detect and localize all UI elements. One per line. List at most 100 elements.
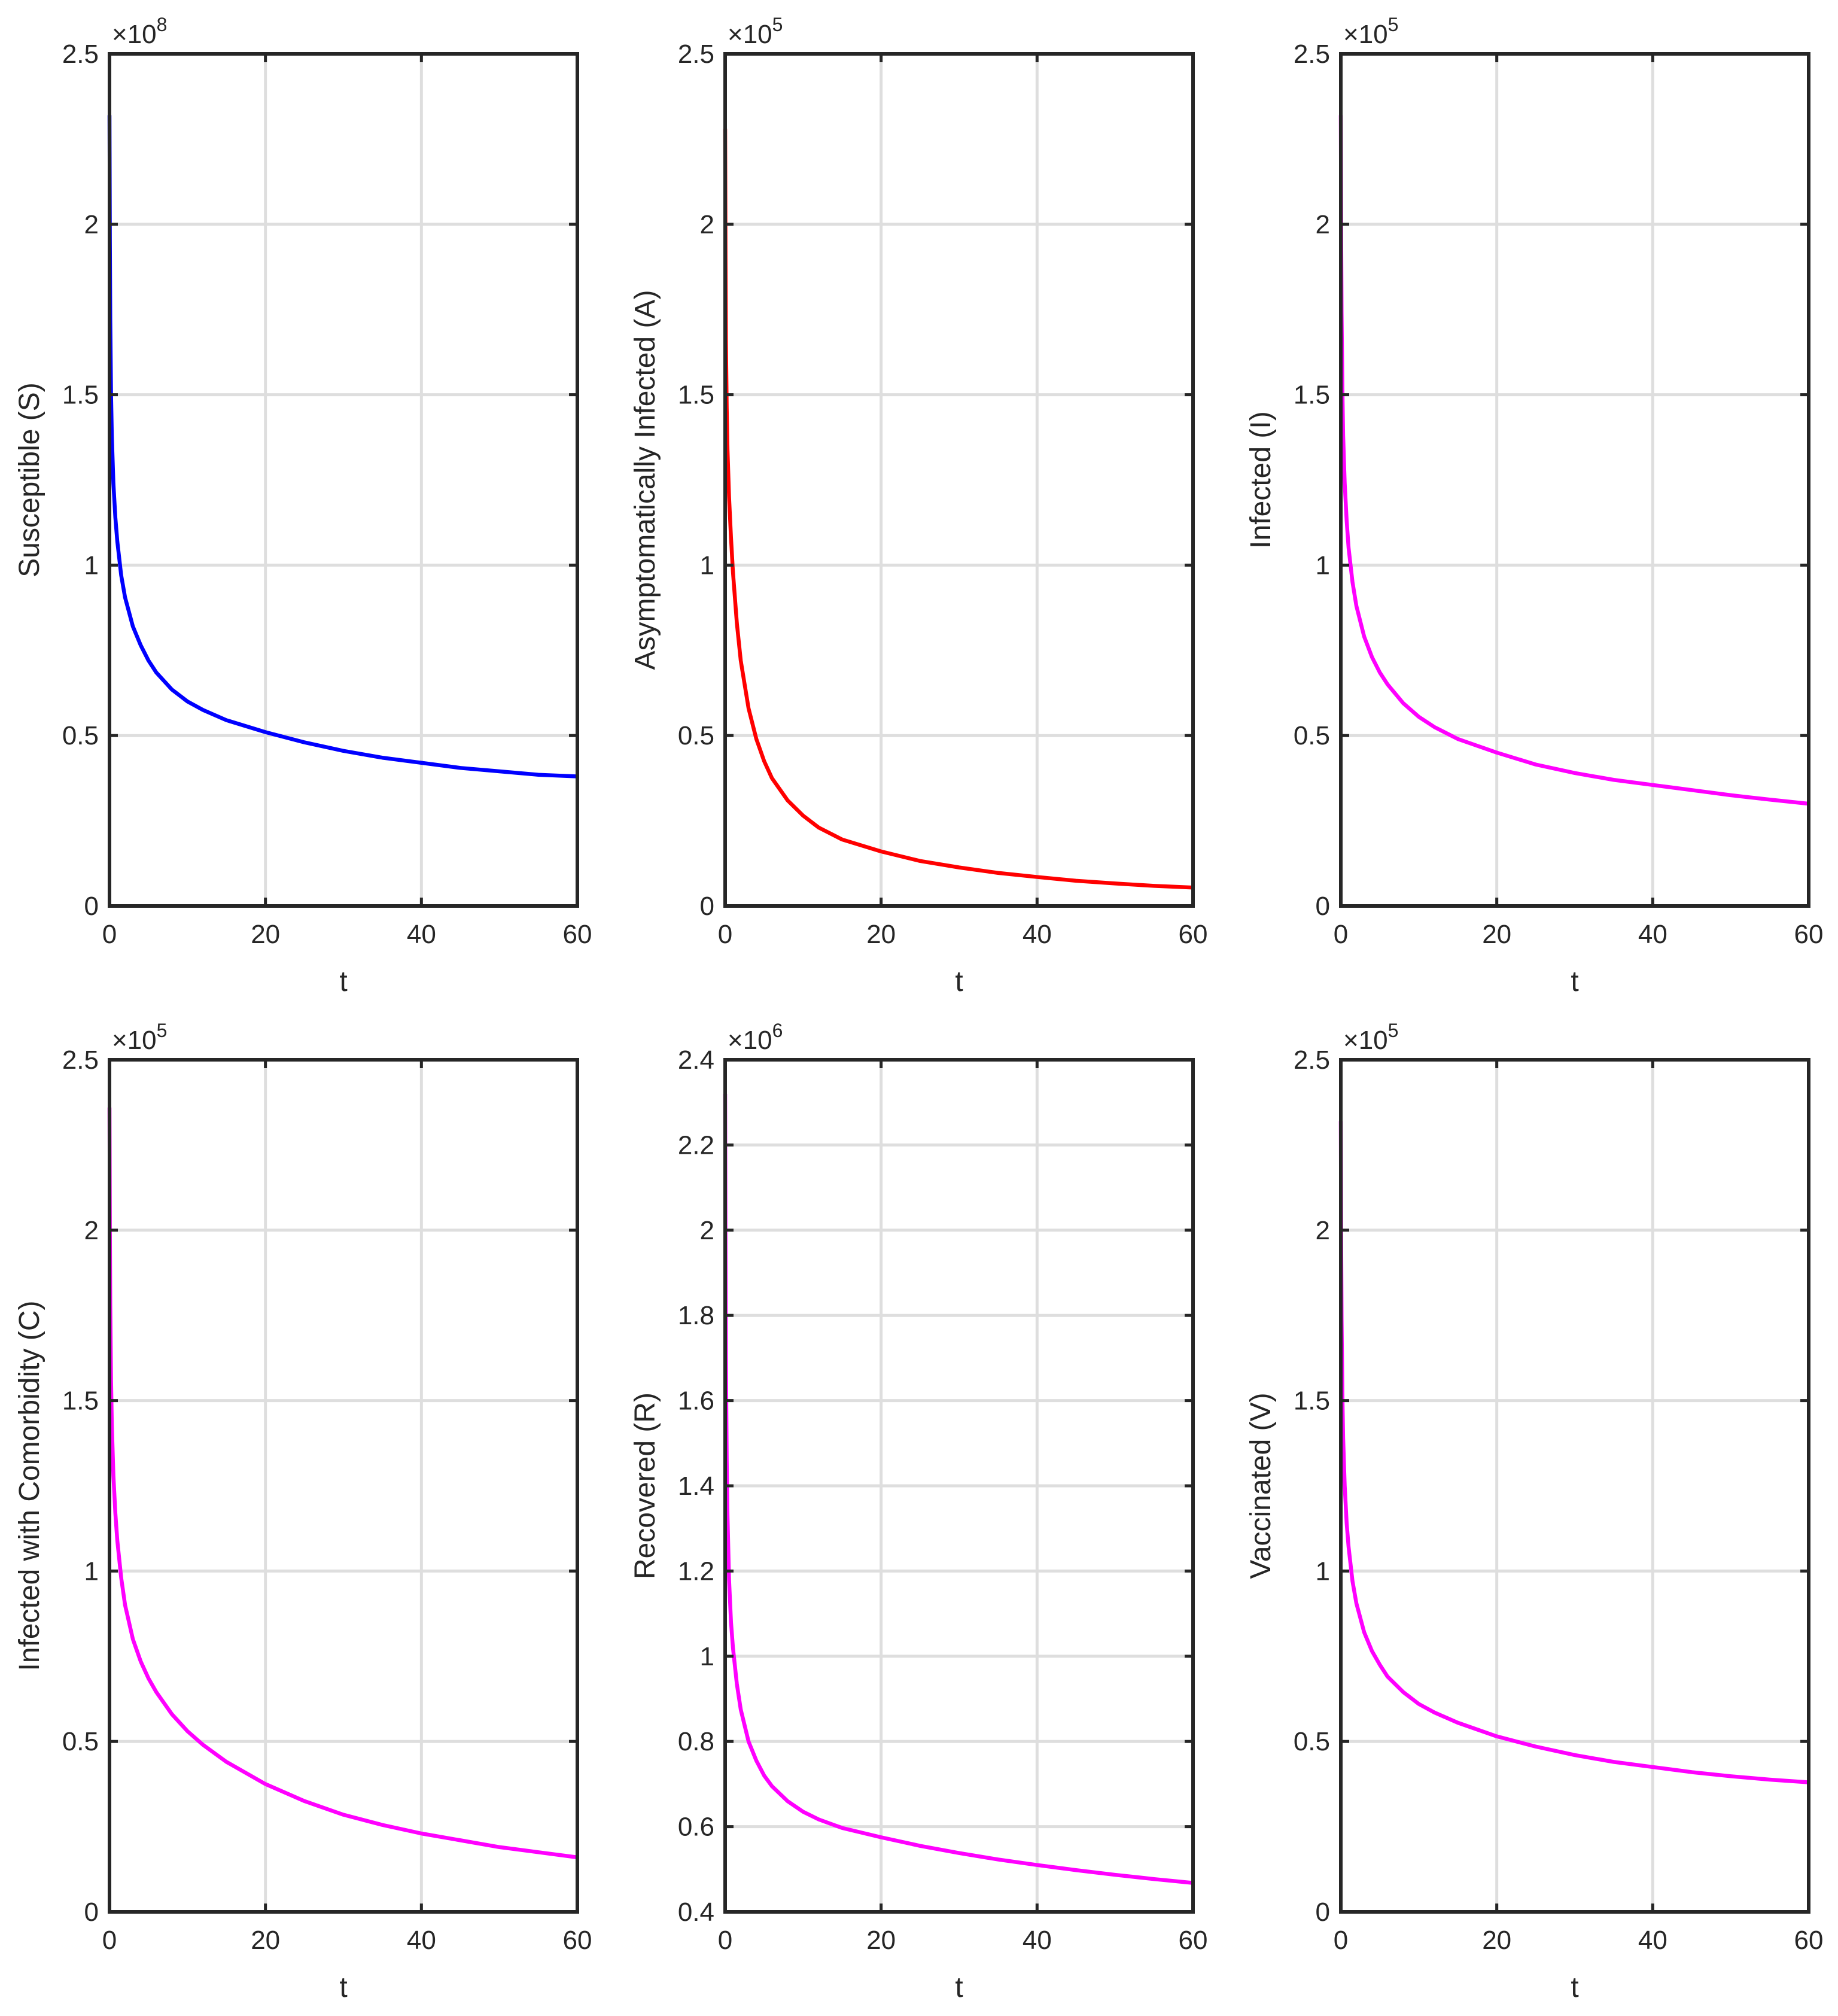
- chart-6-y-axis-label: Vaccinated (V): [1245, 1392, 1277, 1579]
- chart-1-x-tick-label: 20: [251, 920, 280, 949]
- chart-5-x-tick-label: 60: [1179, 1926, 1208, 1955]
- chart-1-y-tick-label: 2.5: [62, 39, 99, 69]
- chart-5-y-tick-label: 2.4: [678, 1045, 714, 1075]
- chart-6-x-tick-label: 40: [1638, 1926, 1667, 1955]
- chart-1: 0 20 40 60 0 0.5 1 1.5 2 2.5 t Susceptible (S) ×108: [14, 14, 592, 998]
- chart-4-y-tick-label: 0.5: [62, 1727, 99, 1756]
- chart-5-y-tick-label: 1.4: [678, 1471, 714, 1501]
- chart-5-y-tick-label: 2.2: [678, 1130, 714, 1160]
- chart-4-y-tick-label: 2: [84, 1216, 99, 1245]
- chart-3-y-tick-label: 1.5: [1294, 381, 1330, 410]
- chart-6: 0 20 40 60 0 0.5 1 1.5 2 2.5 t Vaccinated (V) ×105: [1245, 1020, 1823, 2003]
- chart-4-x-tick-label: 20: [251, 1926, 280, 1955]
- chart-4-x-axis-label: t: [339, 1972, 347, 2003]
- chart-2-y-tick-label: 0: [700, 892, 714, 921]
- chart-5-y-tick-label: 0.8: [678, 1727, 714, 1756]
- chart-4-y-tick-label: 1: [84, 1556, 99, 1586]
- chart-2: 0 20 40 60 0 0.5 1 1.5 2 2.5 t Asymptomatically Inf…: [629, 14, 1207, 998]
- chart-4-x-tick-label: 0: [102, 1926, 117, 1955]
- chart-5-x-tick-label: 40: [1023, 1926, 1052, 1955]
- chart-2-y-tick-label: 2.5: [678, 39, 714, 69]
- chart-3-y-axis-label: Infected (I): [1245, 411, 1277, 548]
- chart-4-series-c-line: [107, 1107, 578, 1860]
- chart-1-axes-frame: [108, 52, 579, 908]
- chart-3-x-tick-label: 20: [1482, 920, 1511, 949]
- chart-2-y-tick-label: 1.5: [678, 381, 714, 410]
- chart-4-axes-frame: [108, 1058, 579, 1914]
- chart-1-y-tick-label: 1: [84, 551, 99, 580]
- chart-5-y-tick-label: 1: [700, 1642, 714, 1671]
- chart-5-y-tick-label: 0.4: [678, 1898, 714, 1927]
- chart-3-x-axis-label: t: [1571, 966, 1578, 998]
- chart-3-y-tick-label: 1: [1316, 551, 1330, 580]
- chart-6-y-tick-label: 1: [1316, 1556, 1330, 1586]
- chart-3: 0 20 40 60 0 0.5 1 1.5 2 2.5 t Infected (I) ×105: [1245, 14, 1823, 998]
- chart-3-series-i-line: [1338, 115, 1809, 806]
- chart-4: 0 20 40 60 0 0.5 1 1.5 2 2.5 t Infected with Comorb…: [14, 1020, 592, 2003]
- chart-1-x-tick-label: 60: [563, 920, 592, 949]
- chart-5-y-multiplier: ×106: [728, 1020, 783, 1055]
- chart-1-y-tick-label: 0.5: [62, 721, 99, 750]
- chart-1-x-axis-label: t: [339, 966, 347, 998]
- chart-4-y-tick-label: 2.5: [62, 1045, 99, 1075]
- chart-2-axes-frame: [723, 52, 1195, 908]
- chart-2-y-axis-label: Asymptomatically Infected (A): [629, 290, 661, 670]
- chart-6-y-tick-label: 0: [1316, 1898, 1330, 1927]
- chart-4-y-tick-label: 0: [84, 1898, 99, 1927]
- chart-1-x-tick-label: 0: [102, 920, 117, 949]
- chart-1-y-tick-label: 2: [84, 210, 99, 239]
- chart-3-y-tick-label: 0.5: [1294, 721, 1330, 750]
- chart-2-x-tick-label: 60: [1179, 920, 1208, 949]
- chart-2-y-tick-label: 2: [700, 210, 714, 239]
- chart-6-series-v-line: [1338, 1121, 1809, 1784]
- chart-3-y-tick-label: 2.5: [1294, 39, 1330, 69]
- chart-6-axes-frame: [1339, 1058, 1810, 1914]
- chart-2-y-tick-label: 1: [700, 551, 714, 580]
- chart-2-y-multiplier: ×105: [728, 14, 783, 49]
- chart-3-x-tick-label: 0: [1334, 920, 1348, 949]
- chart-4-x-tick-label: 60: [563, 1926, 592, 1955]
- chart-6-x-tick-label: 20: [1482, 1926, 1511, 1955]
- chart-3-y-multiplier: ×105: [1343, 14, 1398, 49]
- chart-6-x-axis-label: t: [1571, 1972, 1578, 2003]
- chart-3-y-tick-label: 0: [1316, 892, 1330, 921]
- chart-5-y-tick-label: 1.2: [678, 1556, 714, 1586]
- chart-6-y-tick-label: 2.5: [1294, 1045, 1330, 1075]
- chart-2-x-tick-label: 40: [1023, 920, 1052, 949]
- chart-1-y-tick-label: 0: [84, 892, 99, 921]
- chart-6-x-tick-label: 0: [1334, 1926, 1348, 1955]
- chart-4-y-tick-label: 1.5: [62, 1386, 99, 1416]
- chart-5-y-tick-label: 1.8: [678, 1301, 714, 1330]
- chart-3-x-tick-label: 60: [1794, 920, 1824, 949]
- chart-6-y-tick-label: 1.5: [1294, 1386, 1330, 1416]
- chart-2-x-axis-label: t: [955, 966, 963, 998]
- chart-1-y-multiplier: ×108: [112, 14, 167, 49]
- chart-5: 0 20 40 60 0.4 0.6 0.8 1 1.2 1.4 1.6 1.8 2 2.2 2.4 t Rec…: [629, 1020, 1207, 2003]
- chart-5-y-axis-label: Recovered (R): [629, 1392, 661, 1579]
- chart-3-y-tick-label: 2: [1316, 210, 1330, 239]
- chart-5-x-axis-label: t: [955, 1972, 963, 2003]
- chart-6-y-multiplier: ×105: [1343, 1020, 1398, 1055]
- chart-5-axes-frame: [723, 1058, 1195, 1914]
- chart-5-x-tick-label: 20: [866, 1926, 896, 1955]
- chart-2-x-tick-label: 20: [866, 920, 896, 949]
- chart-4-x-tick-label: 40: [407, 1926, 436, 1955]
- chart-1-series-s-line: [107, 115, 578, 779]
- chart-2-y-tick-label: 0.5: [678, 721, 714, 750]
- chart-1-x-tick-label: 40: [407, 920, 436, 949]
- chart-2-x-tick-label: 0: [718, 920, 732, 949]
- chart-6-y-tick-label: 0.5: [1294, 1727, 1330, 1756]
- chart-5-y-tick-label: 1.6: [678, 1386, 714, 1416]
- chart-6-y-tick-label: 2: [1316, 1216, 1330, 1245]
- chart-3-x-tick-label: 40: [1638, 920, 1667, 949]
- chart-1-y-axis-label: Susceptible (S): [14, 382, 45, 577]
- chart-6-x-tick-label: 60: [1794, 1926, 1824, 1955]
- chart-4-y-multiplier: ×105: [112, 1020, 167, 1055]
- chart-5-x-tick-label: 0: [718, 1926, 732, 1955]
- chart-2-series-a-line: [723, 129, 1194, 890]
- chart-4-y-axis-label: Infected with Comorbidity (C): [14, 1301, 45, 1671]
- chart-5-series-r-line: [723, 1093, 1194, 1885]
- chart-3-axes-frame: [1339, 52, 1810, 908]
- chart-1-y-tick-label: 1.5: [62, 381, 99, 410]
